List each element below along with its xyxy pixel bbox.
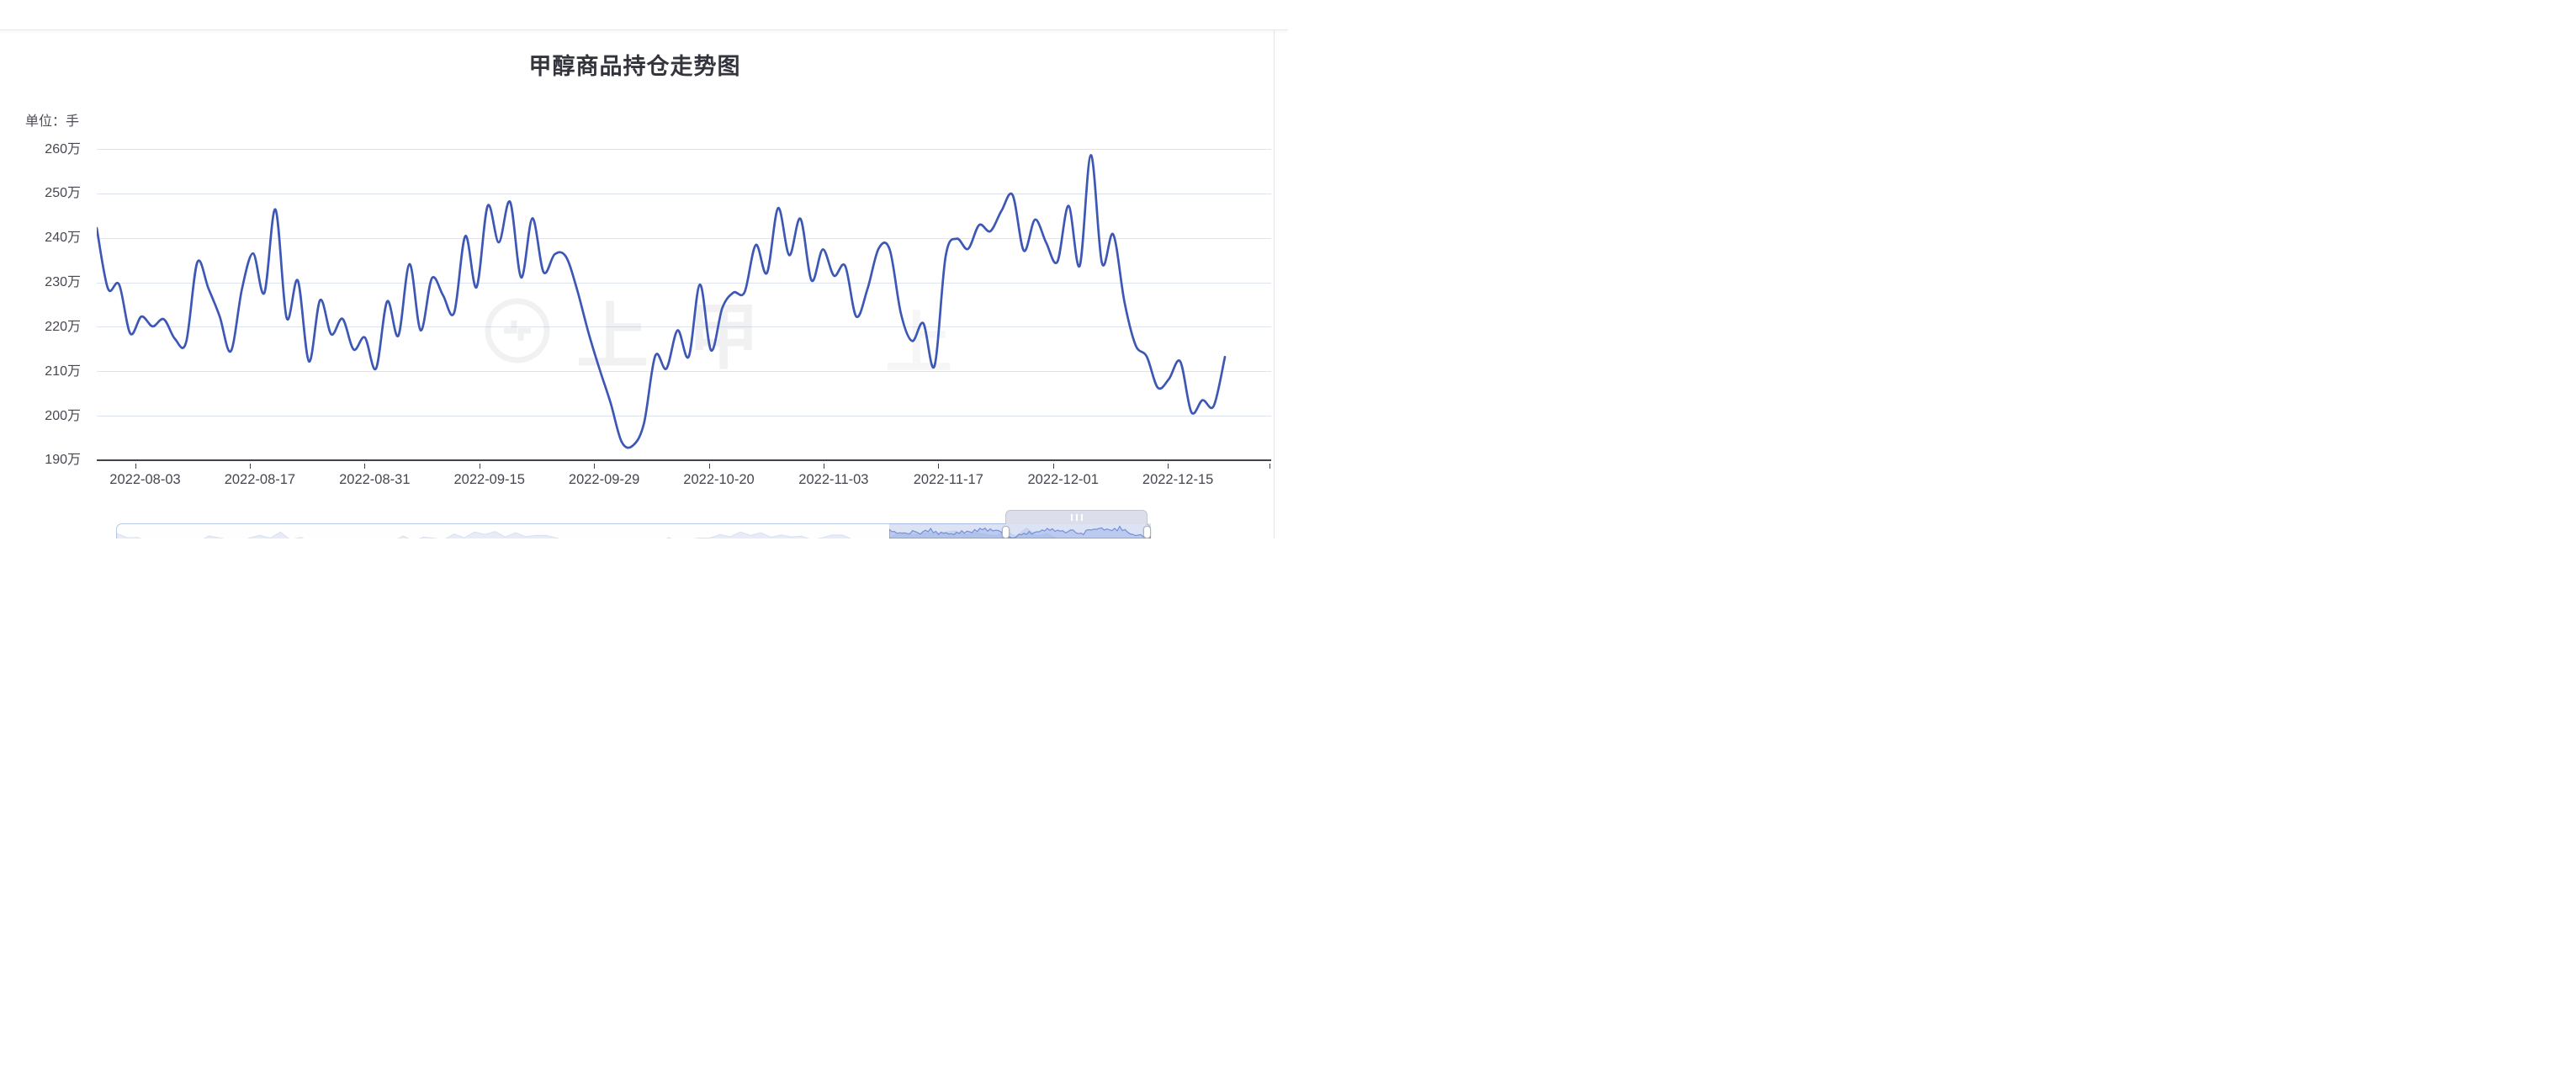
gridline bbox=[97, 326, 1271, 328]
gridline bbox=[97, 149, 1271, 150]
x-axis-tick bbox=[364, 464, 366, 469]
x-axis-tick-label: 2022-09-29 bbox=[568, 472, 640, 487]
x-axis-tick-label: 2022-12-15 bbox=[1142, 472, 1214, 487]
x-axis-tick-label: 2022-08-03 bbox=[109, 472, 181, 487]
series-line bbox=[97, 154, 1227, 449]
chart-title: 甲醇商品持仓走势图 bbox=[528, 54, 741, 79]
grip-icon bbox=[1070, 514, 1083, 521]
gridline bbox=[97, 282, 1271, 284]
x-axis-tick bbox=[938, 464, 940, 469]
datazoom-move-handle[interactable] bbox=[1005, 510, 1148, 524]
gridline bbox=[97, 459, 1271, 462]
page: 甲醇商品持仓走势图 单位：手 260万 250万 240万 230万 220万 210万 2… bbox=[0, 0, 1288, 538]
y-axis-tick-label: 190万 bbox=[45, 453, 81, 468]
axis-unit-label: 单位：手 bbox=[25, 114, 80, 129]
x-axis-tick bbox=[135, 464, 136, 469]
top-nav-bar bbox=[0, 0, 1288, 30]
y-axis-tick-label: 210万 bbox=[45, 363, 81, 379]
y-axis-tick-label: 230万 bbox=[45, 275, 81, 290]
x-axis-tick bbox=[594, 464, 596, 469]
x-axis-tick bbox=[249, 464, 251, 469]
x-axis-tick-label: 2022-11-03 bbox=[798, 472, 869, 487]
datazoom-selected-mini-chart bbox=[888, 525, 1152, 538]
selected-mini-area bbox=[888, 525, 1152, 538]
data-shadow-area bbox=[117, 528, 1058, 538]
x-axis-tick bbox=[1052, 464, 1054, 469]
y-axis-tick-label: 250万 bbox=[45, 186, 81, 201]
y-axis-tick-label: 200万 bbox=[45, 408, 81, 423]
x-axis-tick-label: 2022-09-15 bbox=[453, 472, 525, 487]
x-axis-tick bbox=[1269, 464, 1270, 469]
datazoom-selected-window[interactable] bbox=[888, 523, 1152, 538]
x-axis-tick-label: 2022-10-20 bbox=[683, 472, 755, 487]
line-chart-plot-area[interactable] bbox=[97, 143, 1271, 473]
x-axis-tick bbox=[1168, 464, 1169, 469]
x-axis-tick-label: 2022-11-17 bbox=[913, 472, 983, 487]
datazoom-right-handle[interactable] bbox=[1143, 526, 1151, 538]
gridline bbox=[97, 237, 1271, 239]
x-axis-tick-label: 2022-08-17 bbox=[224, 472, 296, 487]
gridline bbox=[97, 371, 1271, 373]
datazoom-data-shadow bbox=[117, 528, 1058, 538]
x-axis-tick bbox=[708, 464, 710, 469]
y-axis-tick-label: 240万 bbox=[45, 231, 81, 246]
y-axis-tick-label: 220万 bbox=[45, 319, 81, 334]
datazoom-selected-tint bbox=[889, 523, 1151, 538]
panel-right-border bbox=[1274, 30, 1275, 538]
datazoom-track[interactable] bbox=[116, 523, 1151, 538]
x-axis-tick-label: 2022-12-01 bbox=[1027, 472, 1099, 487]
x-axis-tick-label: 2022-08-31 bbox=[339, 472, 411, 487]
y-axis-tick-label: 260万 bbox=[45, 141, 81, 157]
datazoom-left-handle[interactable] bbox=[1002, 526, 1010, 538]
